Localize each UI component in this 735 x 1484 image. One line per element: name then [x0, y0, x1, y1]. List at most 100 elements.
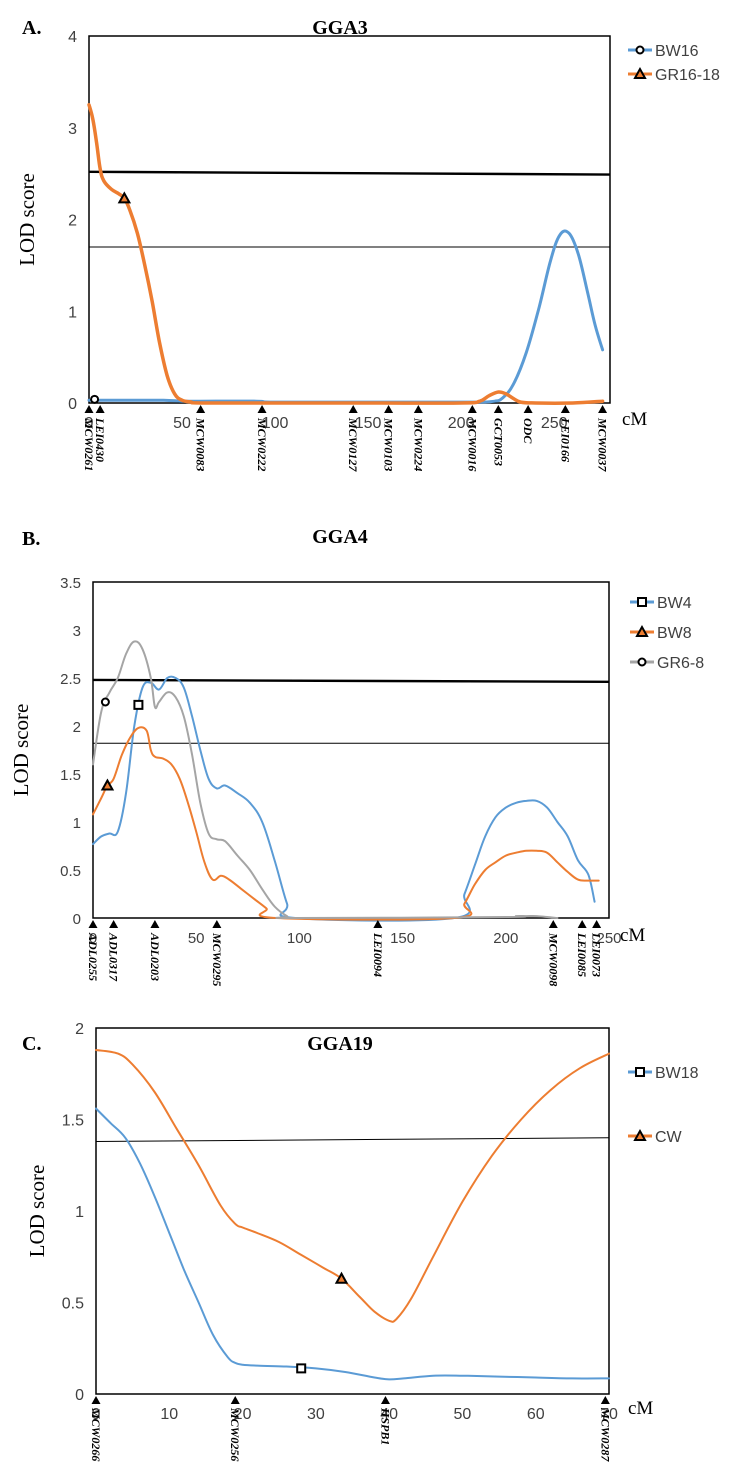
marker-triangle	[380, 1396, 390, 1404]
legend-symbol	[635, 1067, 645, 1077]
marker-label: LEI0094	[371, 932, 385, 977]
x-tick-label: 150	[355, 415, 382, 432]
x-tick-label: 0	[89, 930, 97, 947]
panel-label: B.	[22, 528, 40, 550]
marker-label: MCW0261	[82, 417, 96, 471]
marker-label: ADL0317	[107, 932, 121, 982]
x-tick-label: 100	[262, 415, 289, 432]
marker-triangle	[600, 1396, 610, 1404]
y-tick-label: 0.5	[60, 863, 81, 880]
marker-triangle	[560, 405, 570, 413]
marker-triangle	[84, 405, 94, 413]
series-line-bw4	[92, 675, 596, 922]
legend-symbol	[637, 597, 647, 607]
series-line-bw18	[95, 1107, 610, 1381]
marker-triangle	[548, 920, 558, 928]
marker-label: ODC	[521, 418, 535, 444]
marker-label: MCW0224	[411, 417, 425, 471]
x-tick-label: 60	[527, 1406, 545, 1423]
threshold-line	[88, 170, 611, 176]
y-tick-label: 3	[68, 121, 77, 138]
marker-triangle	[592, 920, 602, 928]
marker-triangle	[413, 405, 423, 413]
x-tick-label: 250	[541, 415, 568, 432]
marker-triangle	[348, 405, 358, 413]
marker-label: MCW0083	[194, 417, 208, 471]
marker-label: MCW0287	[598, 1407, 612, 1462]
y-tick-label: 0	[73, 911, 81, 928]
legend-symbol	[635, 45, 645, 55]
y-tick-label: 0	[68, 396, 77, 413]
y-tick-label: 1	[73, 815, 81, 832]
plot-frame	[95, 1027, 610, 1395]
marker-label: MCW0016	[465, 417, 479, 471]
marker-label: MCW0103	[382, 417, 396, 471]
marker-label: GCT0053	[491, 418, 505, 466]
plot-frame	[88, 35, 611, 404]
legend-label: GR16-18	[655, 67, 720, 84]
marker-triangle	[88, 920, 98, 928]
marker-label: LEI0085	[575, 932, 589, 977]
y-tick-label: 2	[73, 719, 81, 736]
x-tick-label: 0	[85, 415, 94, 432]
marker-triangle	[257, 405, 267, 413]
marker-triangle	[212, 920, 222, 928]
marker-label: HSPB1	[378, 1407, 392, 1445]
chart-panel-gga3: A. GGA3 0 1 2 3 4 LOD score 0 50 100 150 200 250 cM MCW…	[15, 17, 720, 472]
chart-title: GGA4	[312, 526, 368, 548]
x-unit-label: cM	[620, 925, 645, 946]
threshold-line	[92, 678, 610, 684]
legend-symbol	[637, 657, 647, 667]
threshold-line	[95, 1137, 610, 1142]
y-axis-label: LOD score	[25, 1165, 49, 1258]
marker-label: MCW0098	[546, 932, 560, 986]
series-line-cw	[95, 1049, 610, 1323]
marker-triangle	[523, 405, 533, 413]
y-tick-label: 1	[68, 304, 77, 321]
panel-label: A.	[22, 17, 41, 39]
y-axis-label: LOD score	[15, 173, 39, 266]
y-tick-label: 3.5	[60, 575, 81, 592]
marker-label: MCW0222	[255, 417, 269, 471]
chart-title: GGA19	[307, 1033, 373, 1055]
x-tick-label: 40	[380, 1406, 398, 1423]
marker-label: LEI0430	[93, 417, 107, 462]
y-tick-label: 2	[75, 1021, 84, 1038]
marker-label: MCW0127	[346, 417, 360, 472]
y-tick-label: 2	[68, 213, 77, 230]
x-unit-label: cM	[622, 409, 647, 430]
marker-triangle	[384, 405, 394, 413]
marker-label: MCW0037	[596, 417, 610, 472]
y-tick-label: 3	[73, 623, 81, 640]
series-marker-bw16	[90, 394, 100, 404]
series-marker-gr16-18	[117, 191, 132, 204]
x-tick-label: 0	[92, 1406, 101, 1423]
marker-label: ADL0203	[148, 932, 162, 981]
y-tick-label: 0	[75, 1387, 84, 1404]
legend-label: BW16	[655, 43, 699, 60]
x-tick-label: 200	[493, 930, 518, 947]
x-tick-label: 50	[454, 1406, 472, 1423]
chart-title: GGA3	[312, 17, 368, 39]
marker-triangle	[196, 405, 206, 413]
x-tick-label: 150	[390, 930, 415, 947]
x-tick-label: 100	[287, 930, 312, 947]
marker-triangle	[373, 920, 383, 928]
marker-label: MCW0256	[228, 1407, 242, 1461]
series-line-gr6-8	[92, 640, 559, 920]
x-tick-label: 50	[173, 415, 191, 432]
y-tick-label: 1.5	[62, 1113, 84, 1130]
x-tick-label: 250	[596, 930, 621, 947]
x-tick-label: 20	[234, 1406, 252, 1423]
x-tick-label: 50	[188, 930, 205, 947]
x-tick-label: 10	[160, 1406, 178, 1423]
series-line-gr16-18	[87, 103, 605, 405]
legend-symbol	[633, 66, 647, 79]
panel-label: C.	[22, 1033, 41, 1055]
legend-label: BW8	[657, 625, 692, 642]
plot-frame	[92, 581, 610, 919]
marker-label: LEI0073	[590, 932, 604, 977]
marker-triangle	[109, 920, 119, 928]
x-unit-label: cM	[628, 1398, 653, 1419]
